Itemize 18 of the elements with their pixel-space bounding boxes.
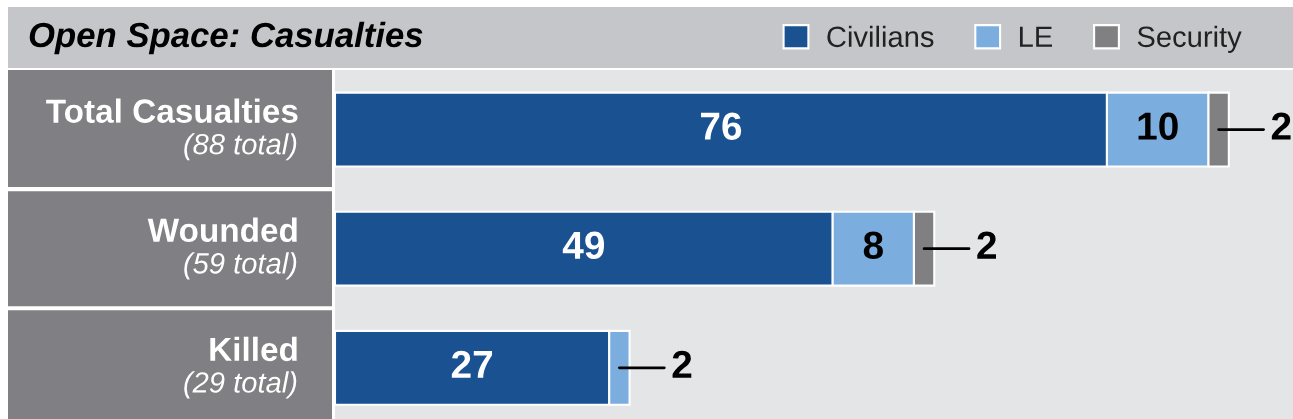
data-label: 2: [977, 231, 996, 259]
legend-label: Civilians: [827, 25, 934, 48]
data-label: 10: [1138, 112, 1178, 140]
data-label: 2: [672, 350, 692, 378]
data-label: 76: [701, 112, 742, 140]
total-label: (59 total): [184, 252, 297, 280]
data-label: 27: [451, 350, 493, 378]
total-label: (29 total): [184, 371, 297, 399]
chart-title: Open Space: Casualties: [29, 21, 423, 55]
data-label: 2: [1271, 112, 1291, 140]
legend-label: LE: [1019, 26, 1053, 47]
y-tick-label: Total Casualties: [46, 98, 298, 123]
total-label: (88 total): [184, 133, 297, 161]
y-tick-label: Wounded: [147, 217, 297, 243]
legend-label: Security: [1137, 25, 1242, 53]
data-label: 49: [562, 231, 605, 260]
data-label: 8: [863, 231, 883, 260]
y-tick-label: Killed: [210, 336, 297, 362]
